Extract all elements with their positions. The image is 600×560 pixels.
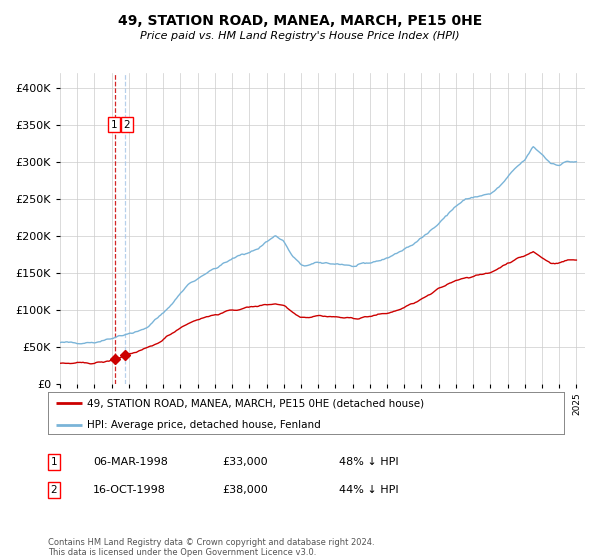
Text: 1: 1 <box>110 120 117 129</box>
Text: 2: 2 <box>50 485 58 495</box>
Text: 2: 2 <box>124 120 130 129</box>
Text: 16-OCT-1998: 16-OCT-1998 <box>93 485 166 495</box>
Text: 06-MAR-1998: 06-MAR-1998 <box>93 457 168 467</box>
Text: Price paid vs. HM Land Registry's House Price Index (HPI): Price paid vs. HM Land Registry's House … <box>140 31 460 41</box>
Text: 49, STATION ROAD, MANEA, MARCH, PE15 0HE: 49, STATION ROAD, MANEA, MARCH, PE15 0HE <box>118 14 482 28</box>
Text: HPI: Average price, detached house, Fenland: HPI: Average price, detached house, Fenl… <box>86 420 320 430</box>
Text: 44% ↓ HPI: 44% ↓ HPI <box>339 485 398 495</box>
Text: Contains HM Land Registry data © Crown copyright and database right 2024.
This d: Contains HM Land Registry data © Crown c… <box>48 538 374 557</box>
Text: 49, STATION ROAD, MANEA, MARCH, PE15 0HE (detached house): 49, STATION ROAD, MANEA, MARCH, PE15 0HE… <box>86 398 424 408</box>
Text: 48% ↓ HPI: 48% ↓ HPI <box>339 457 398 467</box>
Text: £33,000: £33,000 <box>222 457 268 467</box>
Text: 1: 1 <box>50 457 58 467</box>
Text: £38,000: £38,000 <box>222 485 268 495</box>
